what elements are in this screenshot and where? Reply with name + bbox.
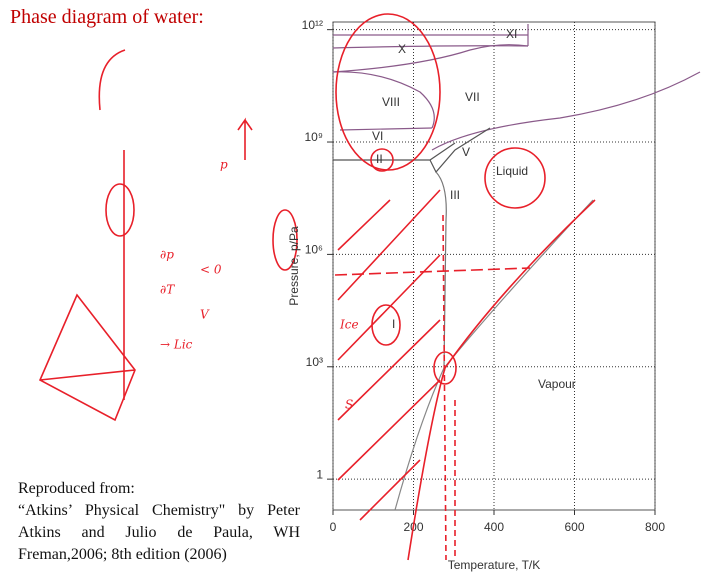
- handwriting: Ice: [339, 318, 359, 332]
- region-label: VI: [372, 129, 383, 143]
- y-tick-label: 1: [316, 467, 323, 481]
- handwriting: p: [220, 158, 228, 172]
- citation-heading: Reproduced from:: [18, 478, 300, 500]
- region-label: VII: [465, 90, 480, 104]
- region-label: X: [398, 42, 406, 56]
- region-label: I: [392, 317, 395, 331]
- stroke: [99, 50, 125, 400]
- circle: [106, 184, 134, 236]
- handwriting: ∂T: [160, 283, 175, 297]
- region-label: Vapour: [538, 377, 576, 391]
- arrow: [238, 120, 252, 160]
- region-label: Liquid: [496, 164, 528, 178]
- x-tick-label: 800: [645, 520, 665, 534]
- x-axis-label: Temperature, T/K: [448, 558, 540, 572]
- handwriting: → Lic: [160, 338, 193, 352]
- x-tick-label: 0: [330, 520, 337, 534]
- circle: [336, 14, 440, 170]
- region-label: II: [376, 152, 383, 166]
- handwriting: V: [200, 308, 210, 322]
- boundary: [432, 72, 700, 150]
- y-tick-label: 10³: [306, 355, 323, 369]
- region-label: VIII: [382, 95, 400, 109]
- hatching: [338, 190, 440, 520]
- x-tick-label: 400: [484, 520, 504, 534]
- region-label: XI: [506, 27, 517, 41]
- handwriting: S: [345, 398, 353, 412]
- sketch: [40, 295, 135, 420]
- y-tick-label: 10¹²: [302, 18, 323, 32]
- handwriting: < 0: [200, 263, 222, 277]
- y-tick-label: 10⁶: [305, 243, 323, 257]
- slide-title: Phase diagram of water:: [10, 6, 204, 29]
- region-label: III: [450, 188, 460, 202]
- citation: Reproduced from: “Atkins’ Physical Chemi…: [18, 478, 300, 566]
- citation-text: “Atkins’ Physical Chemistry" by Peter At…: [18, 500, 300, 566]
- y-tick-label: 10⁹: [305, 130, 324, 144]
- slide: 800600400200010¹²10⁹10⁶10³1 p ∂p ∂T V < …: [0, 0, 712, 578]
- boundary: [340, 128, 432, 130]
- handwriting: ∂p: [160, 248, 174, 262]
- region-label: V: [462, 145, 470, 159]
- boundary: [333, 24, 528, 48]
- boundary: [333, 45, 528, 72]
- x-tick-label: 600: [564, 520, 584, 534]
- y-axis-label: Pressure, p/Pa: [287, 226, 301, 306]
